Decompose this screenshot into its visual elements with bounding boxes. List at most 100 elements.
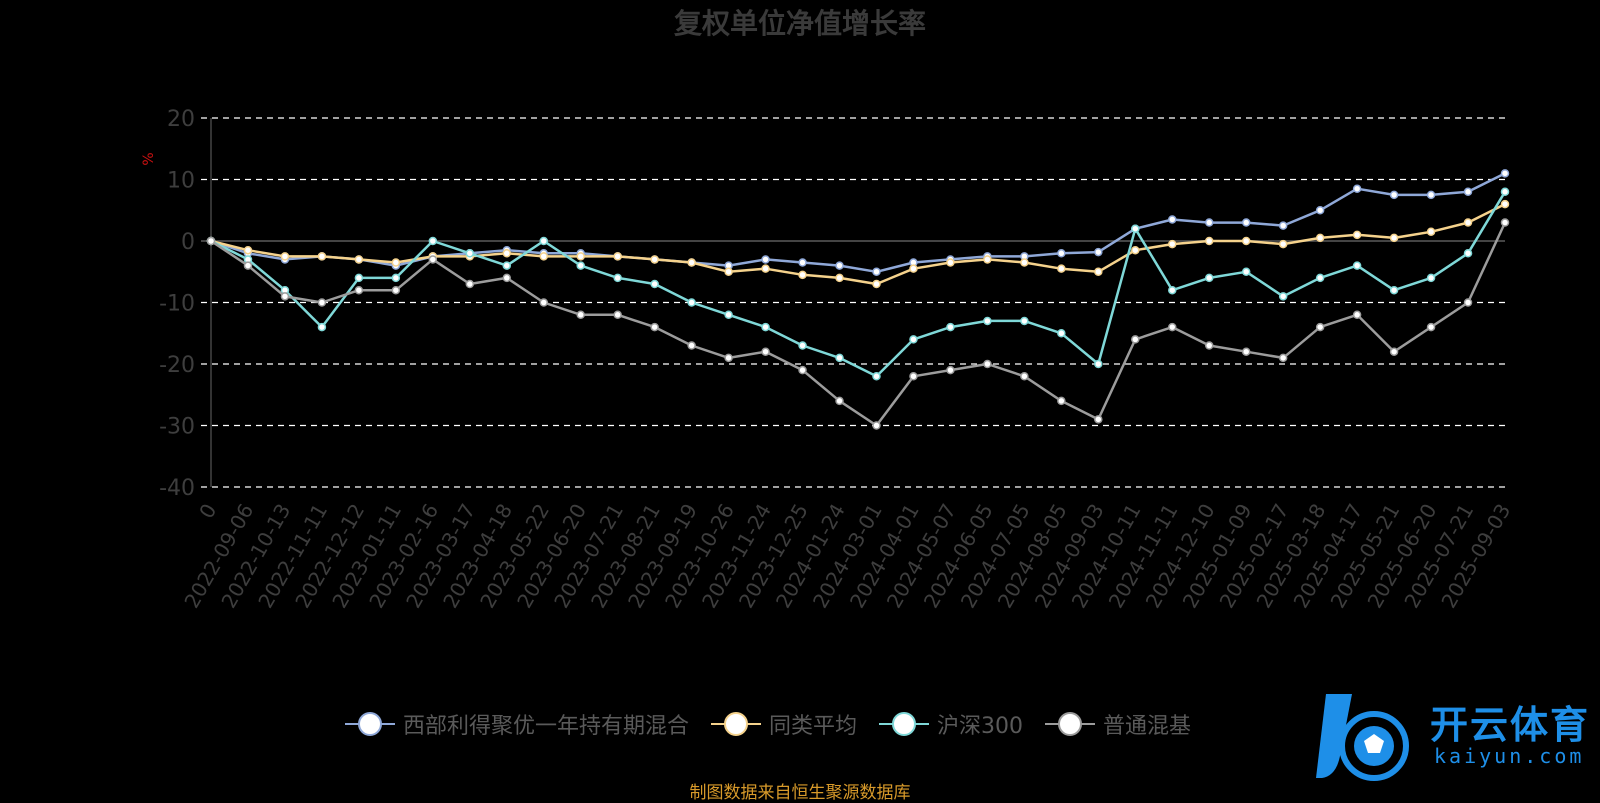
x-tick-label: 0 <box>194 500 221 523</box>
data-point <box>1168 239 1177 249</box>
data-point <box>1278 239 1288 249</box>
legend-item[interactable]: 沪深300 <box>879 708 1023 740</box>
data-point <box>1241 218 1251 227</box>
data-point <box>354 285 364 295</box>
data-point <box>1168 215 1177 224</box>
data-point <box>687 258 696 267</box>
data-point <box>835 353 844 363</box>
data-point <box>835 396 844 406</box>
y-tick-label: -20 <box>159 353 195 378</box>
data-point <box>613 273 622 283</box>
data-point <box>1168 285 1177 295</box>
data-point <box>872 279 881 289</box>
data-point <box>502 249 512 258</box>
legend-swatch <box>1045 712 1096 736</box>
legend-item[interactable]: 西部利得聚优一年持有期混合 <box>345 708 689 740</box>
data-point <box>687 298 696 307</box>
logo-text: 开云体育 <box>1430 703 1591 747</box>
data-point <box>576 261 585 270</box>
data-point <box>1352 184 1362 193</box>
data-point <box>1426 190 1436 200</box>
data-point <box>1352 310 1362 320</box>
data-point <box>428 236 438 246</box>
data-point <box>1241 347 1251 356</box>
data-point <box>1500 169 1510 178</box>
data-point <box>1094 359 1103 369</box>
data-point <box>539 236 548 246</box>
y-tick-label: -40 <box>159 476 195 501</box>
y-tick-label: -10 <box>159 292 195 317</box>
legend-label: 沪深300 <box>937 714 1024 739</box>
data-point <box>206 236 216 246</box>
data-point <box>1500 218 1510 227</box>
legend-item[interactable]: 普通混基 <box>1045 708 1191 740</box>
data-point <box>761 255 770 264</box>
data-point <box>946 322 955 332</box>
soccer-ball-icon <box>1316 694 1409 781</box>
data-point <box>650 255 659 264</box>
data-point <box>576 310 585 320</box>
data-point <box>1131 224 1140 233</box>
data-point <box>1278 353 1288 363</box>
y-axis-unit: % <box>141 152 157 165</box>
data-point <box>687 341 696 350</box>
data-point <box>909 264 918 273</box>
data-point <box>1057 329 1066 338</box>
data-point <box>1094 415 1103 424</box>
data-point <box>1389 233 1399 243</box>
data-point <box>909 372 918 381</box>
data-point <box>354 255 364 264</box>
data-point <box>613 252 622 261</box>
data-point <box>946 365 955 375</box>
data-point <box>1389 347 1399 356</box>
data-point <box>1057 264 1066 273</box>
data-point <box>724 353 733 363</box>
data-point <box>650 322 659 332</box>
y-tick-label: 10 <box>167 169 195 194</box>
data-point <box>761 264 770 273</box>
data-point <box>798 258 807 267</box>
data-point <box>428 255 438 264</box>
data-point <box>317 298 327 307</box>
series-line <box>210 202 1506 286</box>
data-point <box>1426 322 1436 332</box>
data-point <box>872 372 881 381</box>
data-point <box>1315 322 1325 332</box>
data-point <box>354 273 364 283</box>
data-point <box>502 273 512 283</box>
y-tick-label: -30 <box>159 415 195 440</box>
data-point <box>724 267 733 276</box>
data-point <box>761 322 770 332</box>
data-point <box>391 258 401 267</box>
data-point <box>1315 206 1325 215</box>
data-point <box>1020 316 1029 326</box>
data-point <box>1094 247 1103 257</box>
data-point <box>835 261 844 270</box>
data-point <box>391 285 401 295</box>
data-point <box>280 292 290 301</box>
data-point <box>1463 298 1473 307</box>
legend-swatch <box>345 712 395 736</box>
series-line <box>210 172 1506 274</box>
data-source-note: 制图数据来自恒生聚源数据库 <box>689 783 911 803</box>
data-point <box>798 365 807 375</box>
brand-logo[interactable]: 开云体育 kaiyun.com <box>1312 686 1600 786</box>
data-point <box>983 359 992 369</box>
data-point <box>1204 236 1214 246</box>
data-point <box>280 252 290 261</box>
legend-label: 普通混基 <box>1103 714 1192 739</box>
data-point <box>502 261 512 270</box>
data-point <box>465 249 475 258</box>
data-point <box>576 252 585 261</box>
data-point <box>1389 190 1399 200</box>
legend-label: 同类平均 <box>769 714 858 739</box>
legend-swatch <box>711 712 762 736</box>
data-point <box>1020 372 1029 381</box>
chart-legend: 西部利得聚优一年持有期混合 同类平均 沪深300 普通混基 <box>345 708 1191 740</box>
data-point <box>1204 273 1214 283</box>
legend-item[interactable]: 同类平均 <box>711 708 857 740</box>
data-point <box>798 270 807 280</box>
legend-label: 西部利得聚优一年持有期混合 <box>403 714 690 739</box>
data-point <box>1057 396 1066 406</box>
